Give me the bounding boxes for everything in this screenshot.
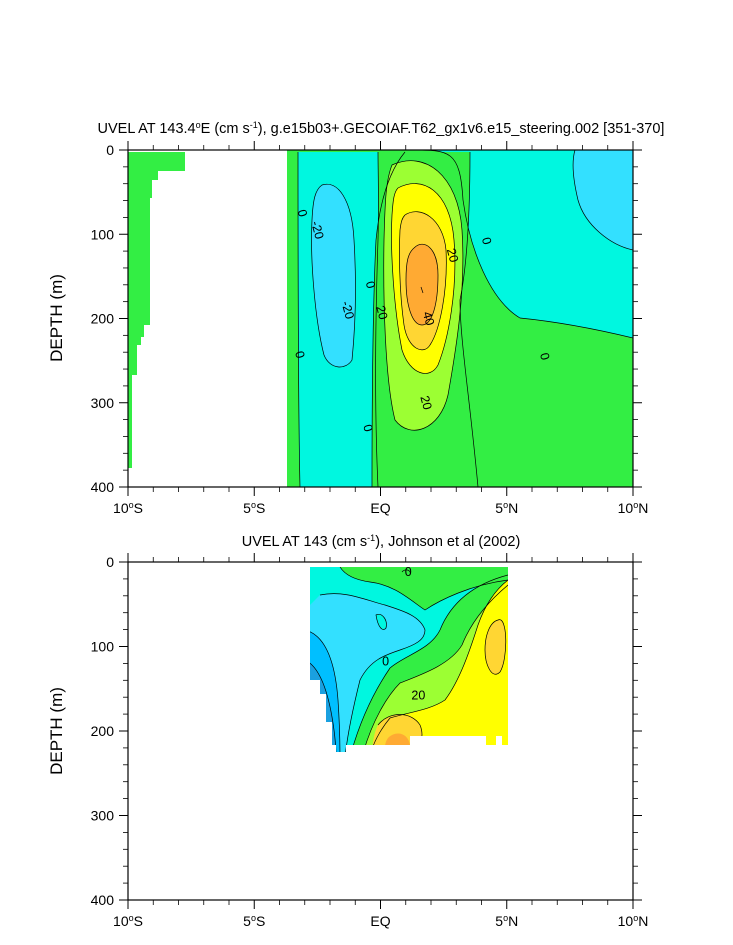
panel1-fill-neg20-west	[311, 184, 356, 367]
panel2-contour-label: 0	[382, 655, 389, 669]
panel2-ytick-label: 0	[106, 554, 114, 570]
panel1-contour-label: 0	[292, 350, 307, 360]
panel1-ytick-label: 300	[91, 395, 115, 411]
panel1-fill-west-coast	[128, 152, 185, 468]
panel1-contour-label: 0	[479, 236, 494, 246]
panel2-contour-lines	[310, 567, 508, 752]
panel2-contour-labels: 0 0 20	[382, 565, 425, 702]
panel1-ytick-label: 200	[91, 311, 115, 327]
panel2-fill-pos0-top	[340, 567, 508, 610]
panel2-fill-neg10-west	[376, 614, 387, 630]
panel1-contour-label: 20	[373, 304, 390, 321]
panel2-ytick-label: 300	[91, 808, 115, 824]
panel2-title: UVEL AT 143 (cm s-1), Johnson et al (200…	[242, 533, 521, 550]
panel2-contour-label: 20	[411, 689, 425, 703]
panel1-xtick-label: 5oS	[243, 500, 265, 516]
panel1-xtick-label: 5oN	[495, 500, 518, 516]
panel2-contour-fill	[310, 567, 508, 752]
panel1-xtick-label: 10oN	[618, 500, 649, 516]
panel2-fill-pos20	[370, 580, 508, 752]
panel2-xtick-label: 10oS	[113, 913, 143, 929]
panel1-contour-lines	[297, 150, 633, 487]
panel2-ytick-label: 200	[91, 723, 115, 739]
panel1-contour-label: -20	[339, 300, 357, 321]
panel1-contour-fill	[287, 150, 633, 487]
panel1-contour-label: 0	[295, 208, 310, 218]
panel1-xtick-label: EQ	[370, 500, 390, 516]
panel1-contour-label: -20	[308, 219, 326, 240]
panel1-fill-wb-strip	[287, 152, 298, 487]
panel1-contour-label: 20	[444, 247, 461, 264]
panel1-contour-label: 0	[537, 351, 552, 361]
panel2-ytick-label: 100	[91, 639, 115, 655]
panel2-ytick-label: 400	[91, 892, 115, 908]
panel2-xtick-label: 5oS	[243, 913, 265, 929]
model-uvel-panel: UVEL AT 143.4oE (cm s-1), g.e15b03+.GECO…	[47, 120, 664, 516]
panel2-xtick-label: EQ	[370, 913, 390, 929]
panel2-xtick-label: 5oN	[495, 913, 518, 929]
panel1-ytick-label: 100	[91, 226, 115, 242]
panel1-contour-label: 0	[363, 280, 378, 290]
panel2-ylabel: DEPTH (m)	[47, 687, 66, 775]
panel1-contour-label: 40	[420, 310, 437, 327]
panel1-contour-label: 20	[417, 394, 434, 411]
panel1-fill-neg20-east	[573, 150, 633, 250]
panel2-xtick-label: 10oN	[618, 913, 649, 929]
observed-uvel-panel: UVEL AT 143 (cm s-1), Johnson et al (200…	[47, 533, 648, 929]
panel1-xtick-label: 10oS	[113, 500, 143, 516]
panel1-contour-label: 0	[360, 423, 375, 433]
panel1-ytick-label: 0	[106, 142, 114, 158]
panel1-fill-pos40	[406, 244, 438, 325]
panel1-ytick-label: 400	[91, 479, 115, 495]
panel1-ylabel: DEPTH (m)	[47, 274, 66, 362]
panel2-contour-label: 0	[405, 565, 412, 579]
panel2-fill-pos30-east	[485, 619, 506, 675]
panel1-title: UVEL AT 143.4oE (cm s-1), g.e15b03+.GECO…	[98, 120, 665, 137]
